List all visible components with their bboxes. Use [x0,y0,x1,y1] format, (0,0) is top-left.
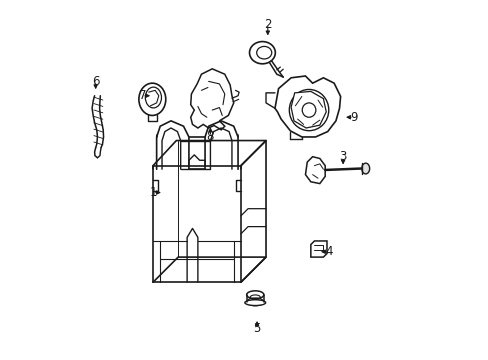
Ellipse shape [361,163,369,174]
Ellipse shape [139,83,165,116]
Ellipse shape [244,300,265,306]
Ellipse shape [145,87,161,108]
Polygon shape [310,241,326,257]
Ellipse shape [289,89,328,131]
Text: 6: 6 [92,75,99,88]
Text: 1: 1 [149,186,157,199]
Polygon shape [305,157,325,184]
Text: 8: 8 [206,130,214,144]
Ellipse shape [302,103,315,117]
Text: 9: 9 [349,111,357,124]
Ellipse shape [246,291,264,299]
Polygon shape [290,91,325,128]
Polygon shape [274,76,340,137]
Text: 5: 5 [253,322,260,335]
Text: 3: 3 [339,150,346,163]
Polygon shape [190,69,233,130]
Text: 4: 4 [325,245,332,258]
Text: 2: 2 [264,18,271,31]
Text: 7: 7 [138,89,146,102]
